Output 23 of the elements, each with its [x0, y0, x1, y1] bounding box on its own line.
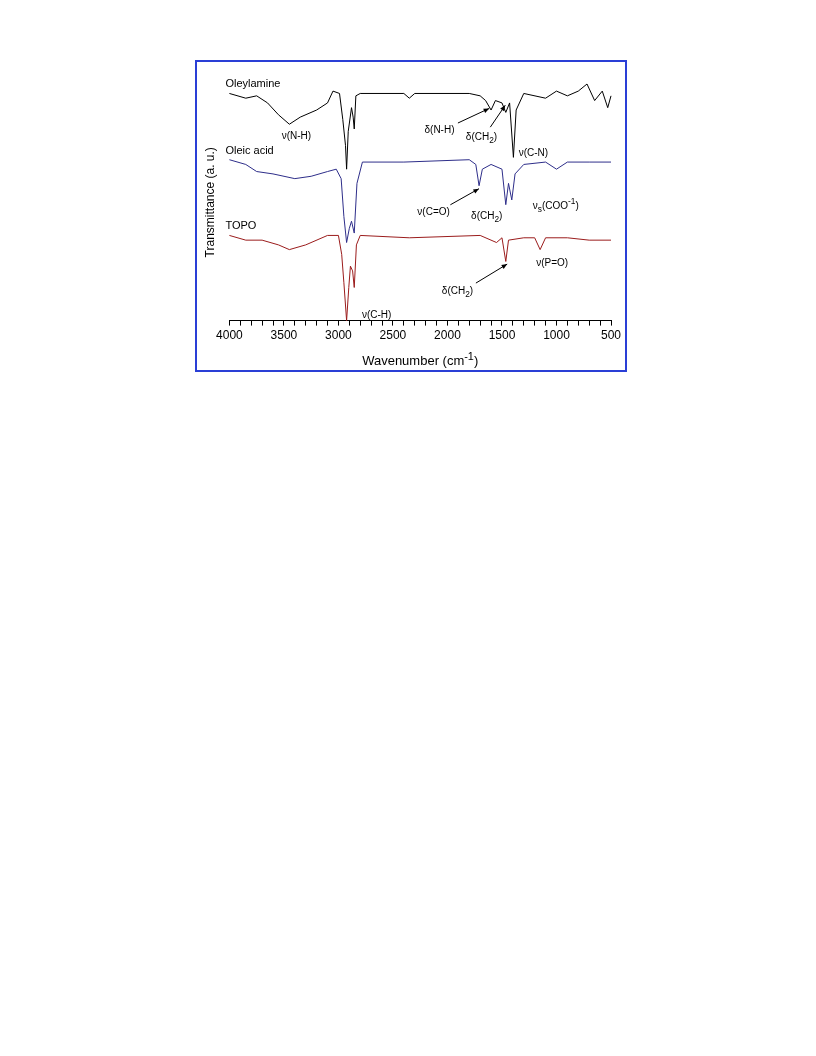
annotation: δ(CH$_{2}$) — [471, 209, 503, 225]
annotation: ν(P=O) — [536, 256, 569, 269]
x-axis-title: Wavenumber (cm$^{-1}$) — [362, 350, 479, 369]
x-tick-label: 1000 — [543, 328, 571, 343]
x-tick-label: 4000 — [216, 328, 244, 343]
annotation: δ(N-H) — [424, 124, 455, 137]
annotation: ν(C-H) — [361, 308, 392, 321]
annotation: ν$_{s}$(COO$^{-1}$) — [532, 195, 579, 215]
annotation: ν(C-N) — [518, 147, 549, 160]
x-tick-label: 1500 — [488, 328, 516, 343]
annotation: δ(CH$_{2}$) — [441, 284, 474, 300]
x-tick-label: 2500 — [379, 328, 407, 343]
series-label: TOPO — [225, 219, 257, 232]
y-axis-title: Transmittance (a. u.) — [202, 147, 217, 258]
series-label: Oleylamine — [225, 77, 281, 90]
annotation: δ(CH$_{2}$) — [465, 130, 498, 146]
series-label: Oleic acid — [225, 143, 274, 156]
annotation: ν(N-H) — [281, 130, 312, 143]
x-tick-label: 2000 — [434, 328, 462, 343]
x-tick-label: 3000 — [325, 328, 353, 343]
x-tick-label: 3500 — [270, 328, 298, 343]
annotation: ν(C=O) — [417, 206, 450, 219]
x-tick-label: 500 — [600, 328, 622, 343]
